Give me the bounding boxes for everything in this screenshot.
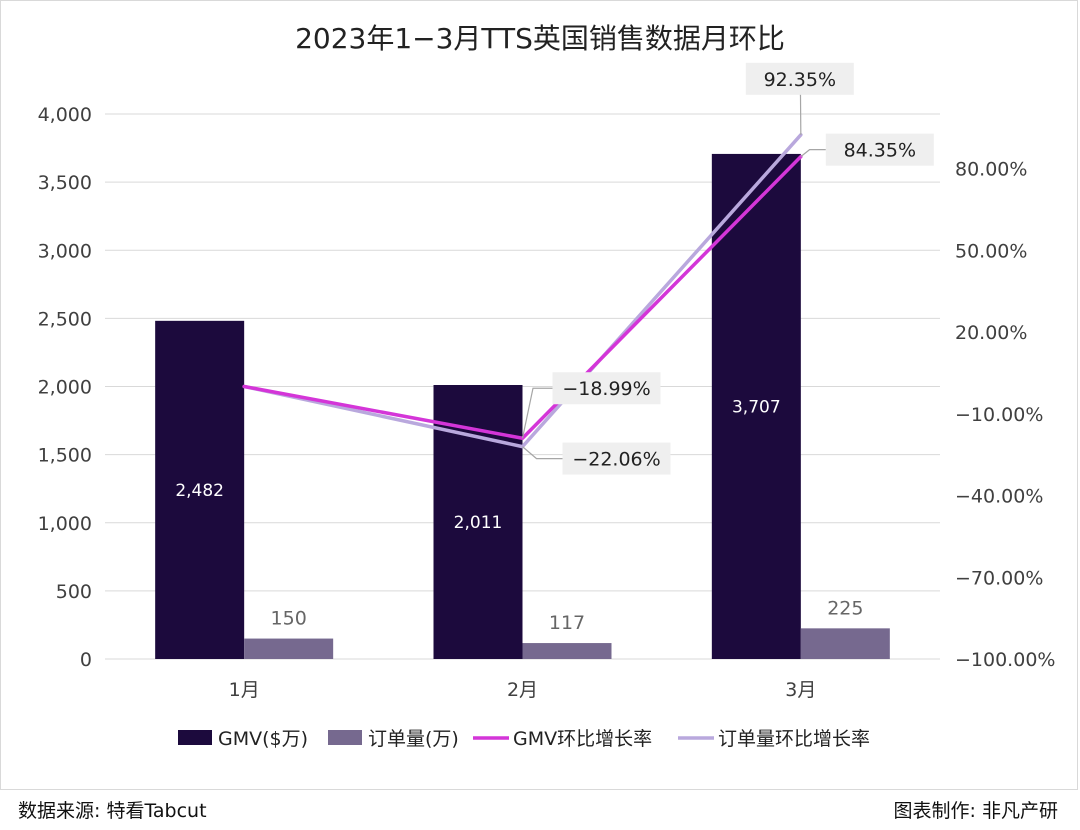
legend-label: GMV($万) <box>218 728 308 750</box>
category-label: 3月 <box>785 679 816 701</box>
legend-swatch <box>178 730 212 745</box>
legend-label: 订单量(万) <box>368 728 459 750</box>
gmv-bar-label: 2,011 <box>454 513 503 533</box>
orders-bar-label: 150 <box>271 608 307 630</box>
orders-bar-label: 117 <box>549 612 585 634</box>
data-source-note: 数据来源: 特看Tabcut <box>18 800 207 822</box>
callout-box <box>552 372 661 405</box>
legend-label: 订单量环比增长率 <box>718 728 870 750</box>
orders-growth-label: 92.35% <box>764 69 836 91</box>
orders-bar <box>800 628 890 659</box>
left-axis-tick-label: 0 <box>80 649 92 671</box>
right-axis-tick-label: 20.00% <box>955 322 1027 344</box>
orders-bar <box>522 643 612 659</box>
category-label: 1月 <box>229 679 260 701</box>
left-axis-tick-label: 3,500 <box>38 172 92 194</box>
legend: GMV($万) 订单量(万) GMV环比增长率 订单量环比增长率 <box>178 728 870 750</box>
orders-bar-label: 225 <box>827 597 863 619</box>
gmv-bar <box>711 153 801 659</box>
legend-label: GMV环比增长率 <box>513 728 652 750</box>
callout-leader <box>799 94 802 135</box>
gmv-growth-label: −18.99% <box>562 378 650 400</box>
orders-bar <box>244 638 334 659</box>
callout-leader <box>521 387 553 439</box>
right-axis-tick-label: 80.00% <box>955 159 1027 181</box>
right-axis-tick-label: 50.00% <box>955 240 1027 262</box>
left-axis-tick-label: 1,500 <box>38 445 92 467</box>
chart: 2023年1−3月TTS英国销售数据月环比 0 500 1,000 1,500 2,00… <box>38 22 1056 750</box>
gmv-growth-label: 84.35% <box>844 140 916 162</box>
chart-title: 2023年1−3月TTS英国销售数据月环比 <box>295 22 785 55</box>
callout-box <box>745 62 854 95</box>
callout-leader <box>800 149 826 158</box>
orders-growth-label: −22.06% <box>572 449 660 471</box>
gmv-bar-label: 3,707 <box>732 397 781 417</box>
right-axis-tick-label: −70.00% <box>955 567 1043 589</box>
right-axis: −100.00% −70.00% −40.00% −10.00% 20.00% 50.00… <box>955 159 1055 672</box>
right-axis-tick-label: −40.00% <box>955 486 1043 508</box>
chart-credit-note: 图表制作: 非凡产研 <box>893 800 1058 822</box>
data-labels: 2,482 150 2,011 117 3,707 225 −18.99% −22.06% 84… <box>175 62 934 634</box>
left-axis-tick-label: 1,000 <box>38 513 92 535</box>
right-axis-tick-label: −10.00% <box>955 404 1043 426</box>
callout-leader <box>522 446 563 460</box>
category-axis: 1月 2月 3月 <box>229 679 817 701</box>
legend-swatch <box>328 730 362 745</box>
left-axis-tick-label: 2,000 <box>38 377 92 399</box>
left-axis-tick-label: 3,000 <box>38 240 92 262</box>
left-axis-tick-label: 4,000 <box>38 104 92 126</box>
gmv-bar <box>155 320 245 659</box>
callout-box <box>825 133 934 166</box>
callout-box <box>562 442 671 475</box>
left-axis-tick-label: 2,500 <box>38 308 92 330</box>
right-axis-tick-label: −100.00% <box>955 649 1055 671</box>
gmv-bar-label: 2,482 <box>175 481 224 501</box>
category-label: 2月 <box>507 679 538 701</box>
left-axis-tick-label: 500 <box>56 581 92 603</box>
left-axis: 0 500 1,000 1,500 2,000 2,500 3,000 3,500 4,000 <box>38 104 92 671</box>
